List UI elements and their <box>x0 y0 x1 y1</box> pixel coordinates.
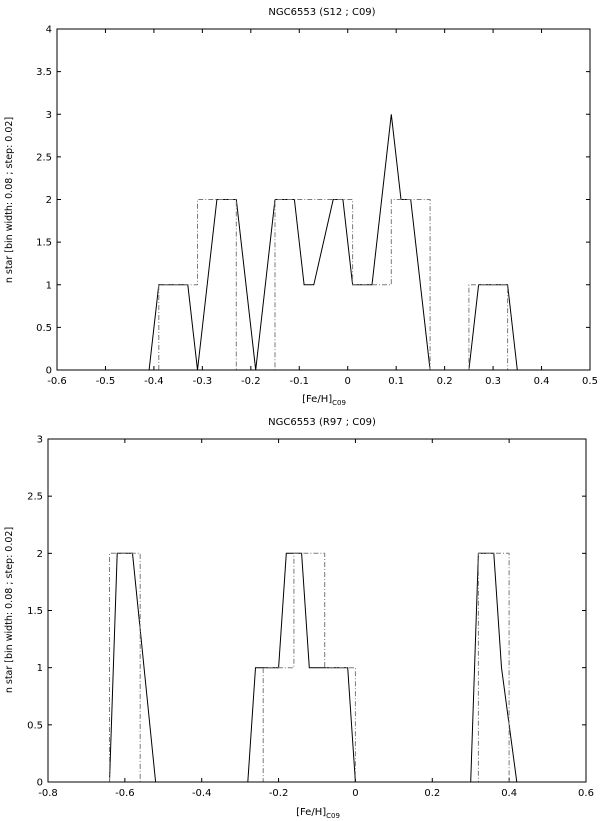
x-tick-label: -0.6 <box>47 376 67 387</box>
x-tick-label: -0.1 <box>290 376 310 387</box>
y-tick-label: 1 <box>46 280 52 291</box>
chart-title: NGC6553 (S12 ; C09) <box>268 7 375 18</box>
y-tick-label: 2.5 <box>36 152 52 163</box>
y-tick-label: 1 <box>37 663 43 674</box>
x-tick-label: -0.3 <box>193 376 213 387</box>
series-line-solid <box>148 114 518 371</box>
x-tick-label: -0.6 <box>115 788 135 799</box>
y-tick-label: 0.5 <box>27 720 43 731</box>
y-axis-label: n star [bin width: 0.08 ; step: 0.02] <box>4 117 15 283</box>
x-tick-label: 0.3 <box>485 376 501 387</box>
x-axis-label: [Fe/H]C09 <box>302 394 346 407</box>
y-tick-label: 2.5 <box>27 492 43 503</box>
chart-panel-1: NGC6553 (S12 ; C09) n star [bin width: 0… <box>4 7 598 407</box>
y-tick-label: 1.5 <box>27 606 43 617</box>
x-tick-label: 0.6 <box>578 788 594 799</box>
series-group <box>109 552 518 783</box>
ticks: -0.6 -0.5 -0.4 -0.3 -0.2 -0.1 0 0.1 0.2 0.3 0.4 0.5… <box>36 25 598 388</box>
plot-frame <box>47 438 587 783</box>
x-tick-label: 0 <box>345 376 351 387</box>
y-tick-label: 3 <box>46 110 52 121</box>
y-tick-label: 4 <box>46 25 52 36</box>
x-tick-label: -0.8 <box>38 788 58 799</box>
series-line-solid <box>109 552 518 783</box>
series-group <box>148 114 518 371</box>
x-tick-label: 0.5 <box>582 376 598 387</box>
y-tick-label: 1.5 <box>36 238 52 249</box>
x-tick-label: -0.2 <box>269 788 289 799</box>
x-tick-label: 0.4 <box>501 788 517 799</box>
y-tick-label: 2 <box>46 195 52 206</box>
x-tick-label: -0.4 <box>192 788 212 799</box>
y-tick-label: 2 <box>37 549 43 560</box>
x-tick-label: 0.1 <box>388 376 404 387</box>
chart-title: NGC6553 (R97 ; C09) <box>268 417 376 428</box>
ticks: -0.8 -0.6 -0.4 -0.2 0 0.2 0.4 0.6 0 0.5 1 1.5 2 2.5 3 <box>27 435 594 800</box>
plot-frame <box>56 28 591 371</box>
y-tick-label: 3.5 <box>36 67 52 78</box>
x-tick-label: -0.5 <box>96 376 116 387</box>
x-tick-label: 0.4 <box>534 376 550 387</box>
x-axis-label: [Fe/H]C09 <box>296 807 340 820</box>
x-tick-label: 0.2 <box>424 788 440 799</box>
series-line-dash-dot <box>109 552 510 783</box>
y-axis-label: n star [bin width: 0.08 ; step: 0.02] <box>4 527 15 693</box>
chart-panel-2: NGC6553 (R97 ; C09) n star [bin width: 0… <box>4 417 594 820</box>
x-tick-label: 0.2 <box>437 376 453 387</box>
series-line-dash-dot <box>158 199 509 371</box>
x-tick-label: -0.4 <box>144 376 164 387</box>
y-tick-label: 0 <box>37 778 43 789</box>
y-tick-label: 3 <box>37 435 43 446</box>
y-tick-label: 0 <box>46 366 52 377</box>
x-tick-label: -0.2 <box>241 376 261 387</box>
x-tick-label: 0 <box>352 788 358 799</box>
y-tick-label: 0.5 <box>36 323 52 334</box>
